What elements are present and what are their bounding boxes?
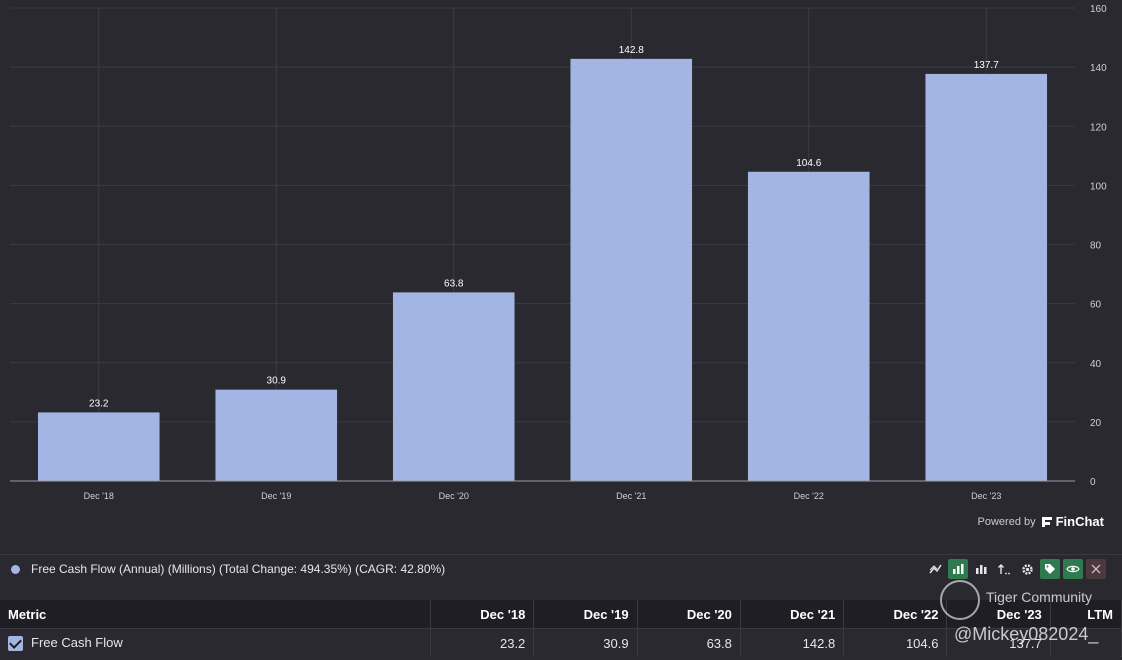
finchat-brand-label: FinChat xyxy=(1055,514,1104,529)
gear-icon[interactable] xyxy=(1017,559,1037,579)
y-tick-label: 120 xyxy=(1090,122,1107,133)
value-cell-dec-23: 137.7 xyxy=(946,628,1051,657)
y-tick-label: 160 xyxy=(1090,4,1107,15)
bar xyxy=(392,292,515,481)
y-tick-label: 100 xyxy=(1090,181,1107,192)
value-cell-dec-18: 23.2 xyxy=(430,628,535,657)
bar xyxy=(925,73,1048,481)
legend-label: Free Cash Flow (Annual) (Millions) (Tota… xyxy=(31,562,446,576)
watermark-line2: @Mickey082024_ xyxy=(954,624,1099,644)
watermark-line1: Tiger Community xyxy=(986,589,1093,605)
header-dec-18[interactable]: Dec '18 xyxy=(430,600,535,629)
finchat-logo-icon xyxy=(1041,516,1052,527)
finchat-brand[interactable]: FinChat xyxy=(1041,514,1104,529)
y-tick-label: 0 xyxy=(1090,477,1096,488)
header-dec-19[interactable]: Dec '19 xyxy=(533,600,638,629)
tag-icon[interactable] xyxy=(1040,559,1060,579)
value-cell-dec-19: 30.9 xyxy=(533,628,638,657)
x-tick-label: Dec '20 xyxy=(439,491,469,501)
data-label: 30.9 xyxy=(267,376,287,387)
watermark-logo-icon xyxy=(940,580,980,620)
data-table: Metric Dec '18 Dec '19 Dec '20 Dec '21 D… xyxy=(0,600,1122,657)
legend-bar: Free Cash Flow (Annual) (Millions) (Tota… xyxy=(0,554,1122,585)
y-tick-label: 140 xyxy=(1090,63,1107,74)
bar-chart-icon[interactable] xyxy=(948,559,968,579)
eye-icon[interactable] xyxy=(1063,559,1083,579)
line-chart-icon[interactable] xyxy=(925,559,945,579)
powered-by-prefix: Powered by xyxy=(977,515,1036,528)
row-checkbox[interactable] xyxy=(8,636,23,652)
close-icon[interactable] xyxy=(1086,559,1106,579)
data-label: 137.7 xyxy=(974,60,999,71)
y-tick-label: 20 xyxy=(1090,418,1102,429)
bar xyxy=(37,412,160,481)
stacked-bar-icon[interactable] xyxy=(971,559,991,579)
x-tick-label: Dec '19 xyxy=(261,491,291,501)
table-row: Free Cash Flow 23.2 30.9 63.8 142.8 104.… xyxy=(0,628,1122,657)
chart-toolbar xyxy=(925,559,1106,579)
x-tick-label: Dec '23 xyxy=(971,491,1001,501)
y-tick-label: 40 xyxy=(1090,359,1102,370)
header-ltm[interactable]: LTM xyxy=(1050,600,1122,629)
value-cell-dec-22: 104.6 xyxy=(843,628,948,657)
data-label: 142.8 xyxy=(619,45,644,56)
value-cell-ltm xyxy=(1050,628,1122,657)
table-header-row: Metric Dec '18 Dec '19 Dec '20 Dec '21 D… xyxy=(0,600,1122,629)
header-dec-21[interactable]: Dec '21 xyxy=(740,600,845,629)
header-dec-22[interactable]: Dec '22 xyxy=(843,600,948,629)
bar xyxy=(747,171,870,481)
header-dec-20[interactable]: Dec '20 xyxy=(637,600,741,629)
metric-label: Free Cash Flow xyxy=(31,634,123,650)
value-cell-dec-20: 63.8 xyxy=(637,628,741,657)
bar xyxy=(570,58,693,481)
legend-dot xyxy=(11,565,20,574)
sort-icon[interactable] xyxy=(994,559,1014,579)
metric-cell: Free Cash Flow xyxy=(0,628,431,657)
x-tick-label: Dec '21 xyxy=(616,491,646,501)
x-tick-label: Dec '18 xyxy=(84,491,114,501)
header-metric[interactable]: Metric xyxy=(0,600,431,629)
value-cell-dec-21: 142.8 xyxy=(740,628,845,657)
y-tick-label: 80 xyxy=(1090,241,1102,252)
data-label: 104.6 xyxy=(796,158,821,169)
data-label: 63.8 xyxy=(444,278,464,289)
x-tick-label: Dec '22 xyxy=(794,491,824,501)
y-tick-label: 60 xyxy=(1090,300,1102,311)
data-label: 23.2 xyxy=(89,398,109,409)
bar xyxy=(215,389,338,481)
bar-chart: 0 20 40 60 80 100 120 140 160 23.2 Dec '18 30.9 Dec … xyxy=(10,4,1107,501)
powered-by[interactable]: Powered by FinChat xyxy=(978,514,1104,529)
